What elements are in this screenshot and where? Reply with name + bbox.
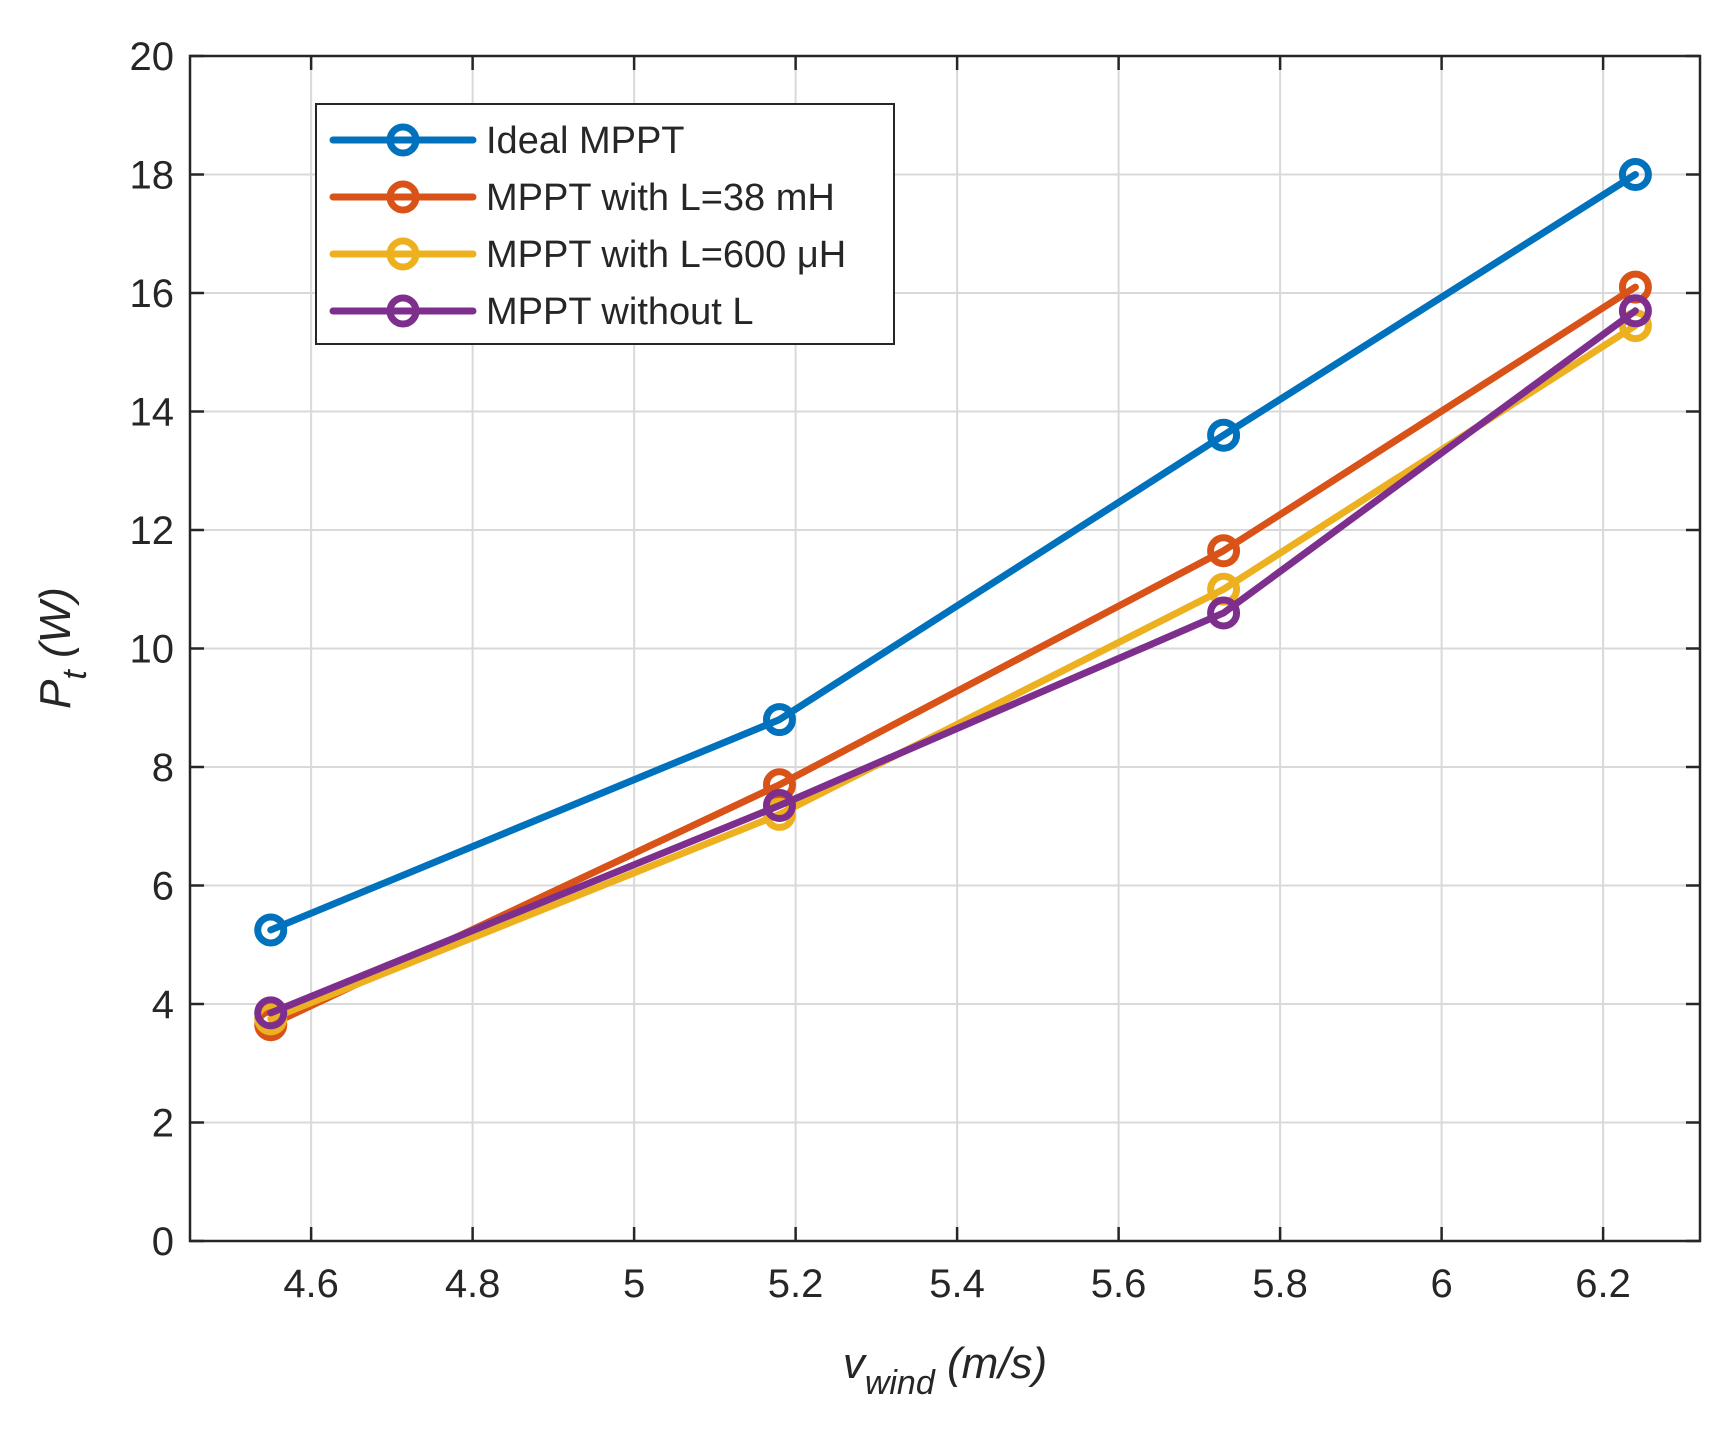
data-point xyxy=(762,703,796,737)
x-axis-title-main: v xyxy=(843,1339,868,1388)
x-axis-title-subscript: wind xyxy=(865,1364,936,1402)
y-tick-label: 14 xyxy=(130,391,175,435)
y-tick-label: 12 xyxy=(130,509,175,553)
legend-label: MPPT with L=38 mH xyxy=(486,177,835,219)
x-tick-label: 5 xyxy=(623,1262,645,1306)
legend-item: MPPT with L=38 mH xyxy=(329,177,835,219)
series-1 xyxy=(254,158,1652,947)
x-tick-label: 5.6 xyxy=(1091,1262,1147,1306)
x-axis-title: vwind (m/s) xyxy=(843,1339,1047,1402)
legend-marker xyxy=(386,294,420,328)
y-tick-labels: 0 2 4 6 8 10 12 14 16 18 20 xyxy=(130,35,175,1264)
legend-item: MPPT with L=600 μH xyxy=(329,234,846,276)
y-tick-label: 2 xyxy=(152,1102,174,1146)
legend-label: Ideal MPPT xyxy=(486,120,685,162)
y-tick-label: 20 xyxy=(130,35,175,79)
data-point xyxy=(1618,158,1652,191)
y-tick-label: 10 xyxy=(130,628,175,672)
series-line xyxy=(267,171,1639,934)
series-4 xyxy=(254,294,1652,1030)
data-point xyxy=(254,913,288,947)
series-line xyxy=(267,307,1639,1017)
data-point xyxy=(1207,534,1241,568)
data-point xyxy=(762,768,796,802)
series-line xyxy=(267,283,1639,1029)
legend-item: Ideal MPPT xyxy=(329,120,685,162)
y-tick-label: 18 xyxy=(130,154,175,198)
data-point xyxy=(1618,294,1652,328)
series-layer xyxy=(254,158,1652,1042)
x-tick-label: 6.2 xyxy=(1575,1262,1631,1306)
data-point xyxy=(1207,418,1241,452)
y-tick-label: 16 xyxy=(130,272,175,316)
series-3 xyxy=(254,309,1652,1036)
y-tick-label: 4 xyxy=(152,983,174,1027)
legend-label: MPPT with L=600 μH xyxy=(486,234,846,276)
legend-marker xyxy=(386,123,420,157)
legend-marker xyxy=(386,237,420,271)
series-line xyxy=(267,322,1639,1023)
y-axis-title: Pt (W) xyxy=(31,587,94,709)
data-point xyxy=(1207,596,1241,630)
data-point xyxy=(762,789,796,823)
y-tick-label: 0 xyxy=(152,1220,174,1264)
x-axis-title-unit: (m/s) xyxy=(935,1339,1047,1388)
x-tick-label: 5.8 xyxy=(1252,1262,1308,1306)
y-tick-label: 8 xyxy=(152,746,174,790)
legend-item: MPPT without L xyxy=(329,291,754,333)
legend-label: MPPT without L xyxy=(486,291,754,333)
y-axis-title-main: P xyxy=(31,679,80,709)
x-tick-label: 6 xyxy=(1430,1262,1452,1306)
axis-ticks xyxy=(190,54,1700,1243)
data-point xyxy=(254,996,288,1030)
legend: Ideal MPPT MPPT with L=38 mH MPPT with L=6… xyxy=(315,103,895,345)
x-tick-label: 4.8 xyxy=(445,1262,501,1306)
x-tick-label: 5.2 xyxy=(768,1262,824,1306)
y-axis-title-subscript: t xyxy=(56,669,94,680)
y-tick-label: 6 xyxy=(152,865,174,909)
x-tick-labels: 4.6 4.8 5 5.2 5.4 5.6 5.8 6 6.2 xyxy=(283,1262,1631,1306)
y-axis-title-unit: (W) xyxy=(31,587,80,670)
legend-items: Ideal MPPT MPPT with L=38 mH MPPT with L=6… xyxy=(329,120,846,333)
x-tick-label: 4.6 xyxy=(283,1262,339,1306)
x-tick-label: 5.4 xyxy=(929,1262,985,1306)
legend-marker xyxy=(386,180,420,214)
